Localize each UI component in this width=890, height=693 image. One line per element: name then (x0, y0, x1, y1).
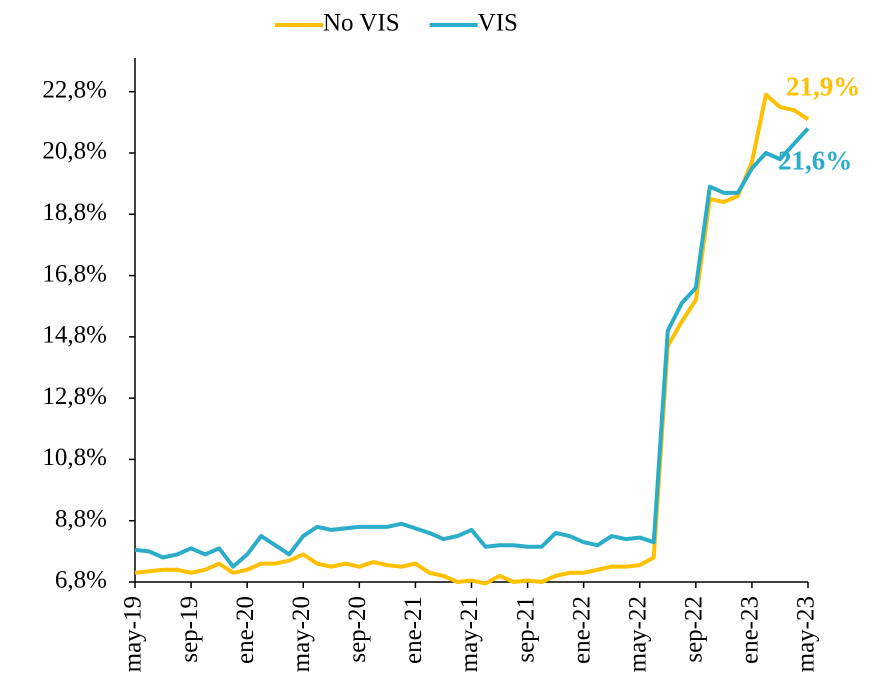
x-tick-label: sep-20 (344, 596, 371, 663)
y-tick-label: 20,8% (42, 138, 107, 165)
legend-label: VIS (478, 10, 518, 37)
legend-label: No VIS (323, 10, 400, 37)
x-tick-label: may-22 (624, 596, 651, 672)
x-tick-label: sep-21 (512, 596, 539, 663)
x-tick-label: may-21 (456, 596, 483, 672)
x-tick-label: ene-20 (232, 596, 259, 664)
y-tick-label: 16,8% (42, 260, 107, 287)
y-tick-label: 12,8% (42, 383, 107, 410)
series-line (134, 127, 810, 569)
x-tick-label: ene-22 (568, 596, 595, 664)
data-label: 21,6% (778, 146, 852, 176)
x-tick-label: sep-22 (681, 596, 708, 663)
y-tick-label: 18,8% (42, 199, 107, 226)
x-tick-label: may-19 (120, 596, 147, 672)
y-tick-label: 10,8% (42, 444, 107, 471)
x-tick-label: sep-19 (176, 596, 203, 663)
y-tick-label: 14,8% (42, 322, 107, 349)
x-tick-label: ene-21 (400, 596, 427, 664)
x-tick-label: may-20 (288, 596, 315, 672)
x-tick-label: may-23 (793, 596, 820, 672)
y-tick-label: 6,8% (55, 567, 107, 594)
series-line (134, 92, 810, 586)
data-label: 21,9% (786, 71, 860, 101)
y-tick-label: 22,8% (42, 76, 107, 103)
y-tick-label: 8,8% (55, 505, 107, 532)
x-tick-label: ene-23 (737, 596, 764, 664)
